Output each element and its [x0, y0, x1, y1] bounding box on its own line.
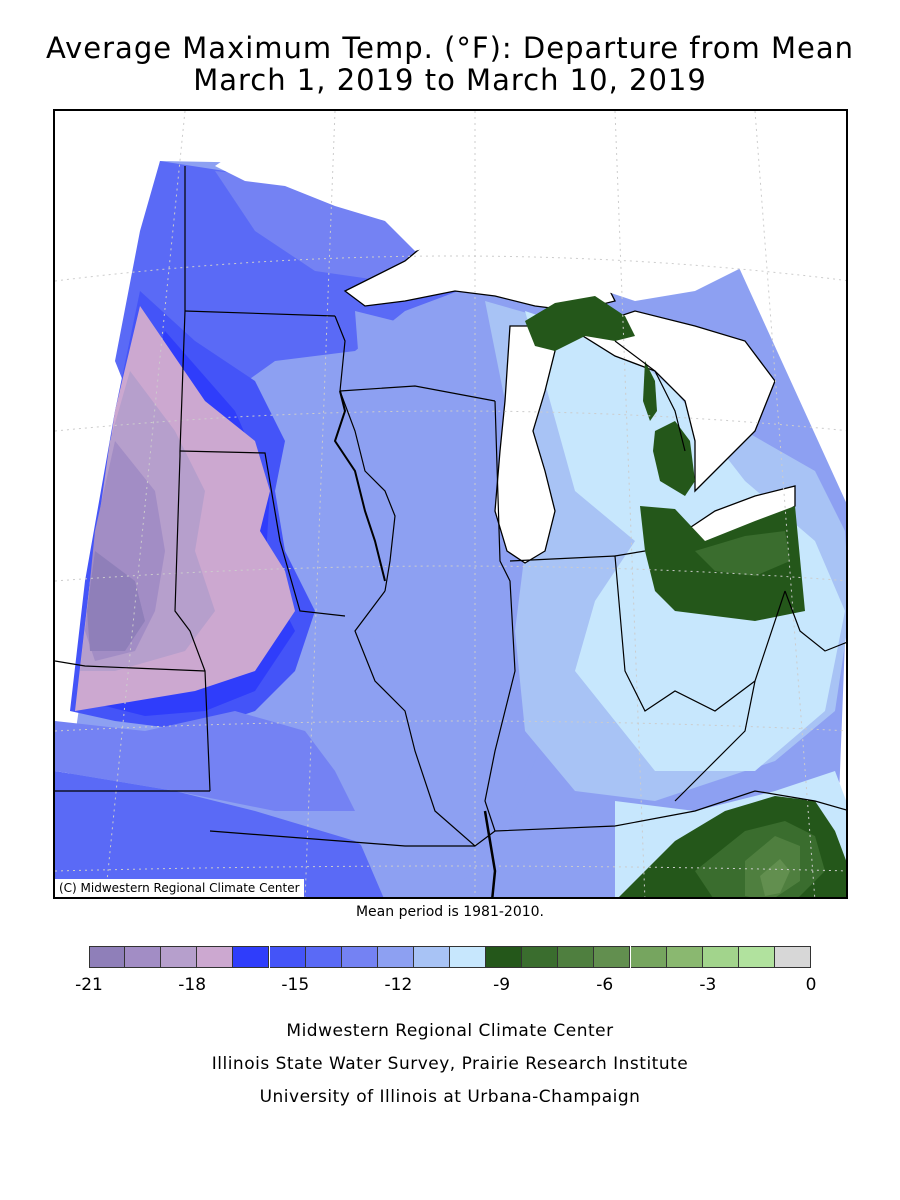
credit-line2: Illinois State Water Survey, Prairie Res… [211, 1054, 689, 1074]
legend-tick-label: -21 [75, 975, 103, 995]
green-michigan-thumb [653, 421, 695, 496]
legend-swatch [89, 946, 126, 968]
legend-tick-label: -6 [596, 975, 614, 995]
legend-swatch [269, 946, 306, 968]
legend-swatch [413, 946, 450, 968]
legend-swatch [738, 946, 775, 968]
color-legend [89, 946, 811, 968]
map-canvas [55, 111, 846, 897]
band-southwest-light [55, 711, 355, 811]
green-upper-michigan [525, 296, 635, 351]
graticule [55, 111, 846, 897]
legend-swatch [161, 946, 198, 968]
legend-swatch [774, 946, 811, 968]
state-boundaries [55, 166, 846, 847]
legend-swatch [305, 946, 342, 968]
green-michigan-west [643, 361, 657, 421]
legend-swatch [233, 946, 270, 968]
lake-michigan [494, 325, 556, 564]
credit-line3: University of Illinois at Urbana-Champai… [259, 1087, 641, 1107]
legend-swatch [197, 946, 234, 968]
credit-line1: Midwestern Regional Climate Center [286, 1021, 614, 1041]
legend-tick-label: -3 [699, 975, 717, 995]
temperature-departure-map [53, 109, 848, 899]
map-title-line1: Average Maximum Temp. (°F): Departure fr… [45, 31, 855, 65]
legend-tick-label: -15 [281, 975, 310, 995]
legend-swatch [450, 946, 487, 968]
legend-swatch [522, 946, 559, 968]
legend-swatch [377, 946, 414, 968]
green-ohio-ne-inner [695, 531, 790, 576]
legend-tick-label: -9 [493, 975, 511, 995]
legend-swatch [558, 946, 595, 968]
mississippi-river [333, 390, 386, 582]
green-southeast-inner3 [760, 859, 790, 896]
copyright-label: (C) Midwestern Regional Climate Center [55, 879, 304, 897]
legend-tick-label: 0 [805, 975, 817, 995]
legend-swatch [702, 946, 739, 968]
legend-tick-label: -12 [384, 975, 413, 995]
mean-period-note: Mean period is 1981-2010. [355, 904, 545, 920]
legend-swatch [594, 946, 631, 968]
legend-tick-label: -18 [178, 975, 207, 995]
purple-darkest [87, 551, 145, 651]
north-land-blank [215, 156, 795, 301]
band-northeast [215, 171, 435, 281]
legend-swatch [630, 946, 667, 968]
map-title-line2: March 1, 2019 to March 10, 2019 [193, 63, 707, 97]
legend-swatch [666, 946, 703, 968]
legend-swatch [341, 946, 378, 968]
kentucky-lake [483, 810, 497, 897]
legend-swatch [486, 946, 523, 968]
legend-swatch [125, 946, 162, 968]
